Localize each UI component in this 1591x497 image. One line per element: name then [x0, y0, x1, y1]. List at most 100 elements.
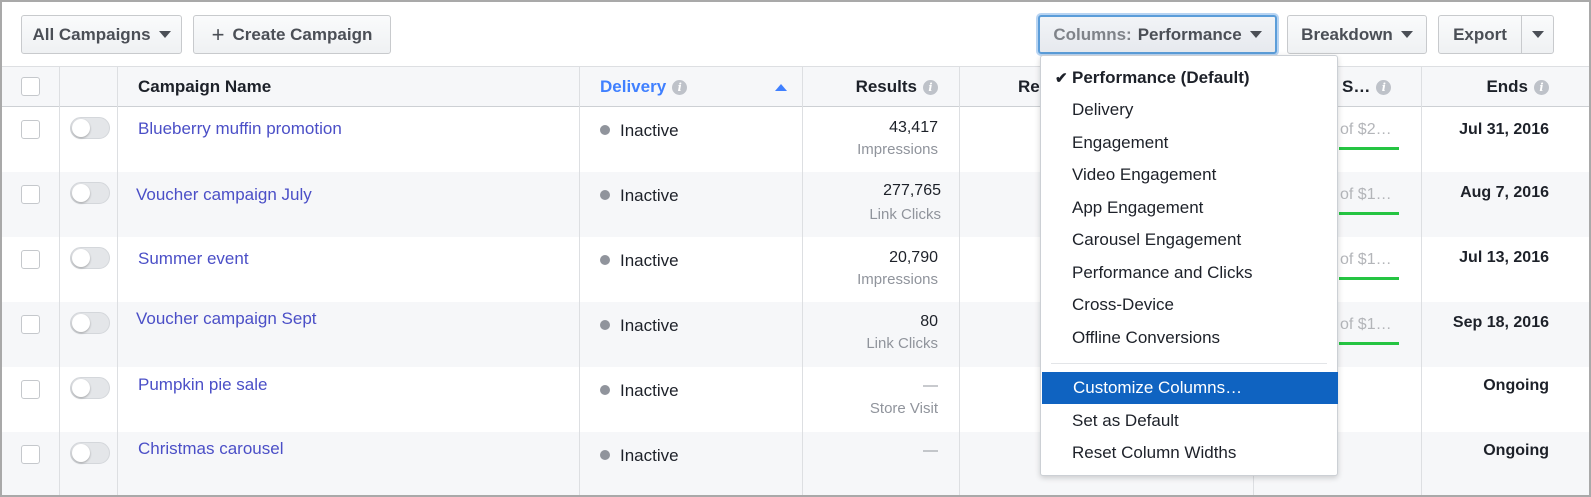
end-date: Jul 31, 2016 [1459, 121, 1549, 138]
row-checkbox[interactable] [21, 185, 40, 204]
delivery-status: Inactive [600, 251, 679, 271]
export-label: Export [1453, 24, 1507, 44]
header-results[interactable]: Results i [812, 67, 938, 107]
menu-item-delivery[interactable]: Delivery [1041, 94, 1337, 126]
menu-item-set-as-default[interactable]: Set as Default [1041, 405, 1337, 437]
table-row[interactable]: Blueberry muffin promotion Inactive 43,4… [2, 107, 1589, 172]
table-row[interactable]: Christmas carousel Inactive — Ongoing [2, 432, 1589, 495]
menu-divider [1051, 363, 1327, 364]
menu-item-label: Video Engagement [1072, 165, 1217, 184]
export-options-button[interactable] [1521, 15, 1554, 54]
campaign-toggle[interactable] [70, 377, 110, 399]
delivery-label: Inactive [620, 381, 679, 400]
menu-item-engagement[interactable]: Engagement [1041, 127, 1337, 159]
campaign-toggle[interactable] [70, 442, 110, 464]
info-icon[interactable]: i [672, 79, 688, 95]
select-all-checkbox[interactable] [21, 77, 40, 96]
campaign-name-link[interactable]: Voucher campaign July [136, 185, 312, 204]
menu-item-label: Performance (Default) [1072, 68, 1250, 87]
amount-spent: of $1… [1340, 186, 1392, 203]
end-date: Jul 13, 2016 [1459, 249, 1549, 266]
campaign-name-link[interactable]: Christmas carousel [138, 439, 284, 458]
menu-item-label: Engagement [1072, 133, 1169, 152]
menu-item-carousel-engagement[interactable]: Carousel Engagement [1041, 224, 1337, 256]
menu-item-label: Reset Column Widths [1072, 443, 1237, 462]
row-checkbox[interactable] [21, 315, 40, 334]
delivery-status: Inactive [600, 446, 679, 466]
header-ends[interactable]: Ends i [1442, 67, 1549, 107]
menu-item-video-engagement[interactable]: Video Engagement [1041, 159, 1337, 191]
header-amount-spent[interactable]: S… i [1342, 67, 1402, 107]
header-campaign-name-label: Campaign Name [138, 77, 272, 96]
header-reach[interactable]: Re [1018, 67, 1048, 107]
status-dot-icon [600, 319, 610, 330]
toolbar: All Campaigns + Create Campaign Columns:… [2, 2, 1589, 66]
header-campaign-name[interactable]: Campaign Name [138, 67, 558, 107]
campaign-name-link[interactable]: Blueberry muffin promotion [138, 119, 342, 138]
result-type: Store Visit [869, 400, 938, 417]
info-icon[interactable]: i [923, 79, 938, 95]
amount-spent: of $1… [1340, 251, 1392, 268]
column-divider [579, 66, 580, 495]
column-divider [959, 66, 960, 495]
menu-item-label: Delivery [1072, 100, 1134, 119]
all-campaigns-dropdown[interactable]: All Campaigns [21, 15, 182, 54]
campaign-toggle[interactable] [70, 117, 110, 139]
campaign-toggle[interactable] [70, 247, 110, 269]
menu-item-cross-device[interactable]: Cross-Device [1041, 289, 1337, 321]
menu-item-label: Cross-Device [1072, 295, 1175, 314]
campaign-name-link[interactable]: Voucher campaign Sept [136, 309, 317, 328]
menu-item-label: App Engagement [1072, 198, 1204, 217]
table-row[interactable]: Voucher campaign July Inactive 277,765 L… [2, 172, 1589, 237]
breakdown-dropdown[interactable]: Breakdown [1287, 15, 1427, 54]
status-dot-icon [600, 189, 610, 200]
menu-item-performance-default[interactable]: ✔ Performance (Default) [1041, 62, 1337, 94]
header-delivery[interactable]: Delivery i [600, 67, 790, 107]
status-dot-icon [600, 384, 610, 395]
table-row[interactable]: Voucher campaign Sept Inactive 80 Link C… [2, 302, 1589, 367]
info-icon[interactable]: i [1376, 79, 1392, 95]
table-header: Campaign Name Delivery i Results i Re S…… [2, 66, 1589, 107]
table-row[interactable]: Summer event Inactive 20,790 Impressions… [2, 237, 1589, 302]
caret-down-icon [1400, 31, 1413, 38]
campaign-name-link[interactable]: Summer event [138, 249, 249, 268]
row-checkbox[interactable] [21, 445, 40, 464]
table-row[interactable]: Pumpkin pie sale Inactive — Store Visit … [2, 367, 1589, 432]
delivery-status: Inactive [600, 121, 679, 141]
result-type: Impressions [857, 271, 938, 288]
info-icon[interactable]: i [1534, 79, 1549, 95]
column-divider [117, 66, 118, 495]
menu-item-reset-column-widths[interactable]: Reset Column Widths [1041, 437, 1337, 469]
end-date: Ongoing [1483, 377, 1549, 394]
result-value: 277,765 [883, 182, 941, 199]
campaign-name-link[interactable]: Pumpkin pie sale [138, 375, 268, 394]
row-checkbox[interactable] [21, 120, 40, 139]
menu-item-performance-and-clicks[interactable]: Performance and Clicks [1041, 257, 1337, 289]
result-value: — [923, 377, 938, 394]
export-button[interactable]: Export [1438, 15, 1522, 54]
menu-item-customize-columns[interactable]: Customize Columns… [1042, 372, 1338, 404]
campaign-toggle[interactable] [70, 182, 110, 204]
all-campaigns-label: All Campaigns [32, 24, 151, 44]
menu-item-label: Set as Default [1072, 411, 1179, 430]
delivery-status: Inactive [600, 316, 679, 336]
campaign-toggle[interactable] [70, 312, 110, 334]
create-campaign-button[interactable]: + Create Campaign [193, 15, 391, 54]
delivery-label: Inactive [620, 446, 679, 465]
menu-item-offline-conversions[interactable]: Offline Conversions [1041, 322, 1337, 354]
columns-prefix: Columns: [1053, 24, 1132, 44]
status-dot-icon [600, 124, 610, 135]
delivery-label: Inactive [620, 121, 679, 140]
caret-down-icon [158, 31, 171, 38]
column-divider [1421, 66, 1422, 495]
delivery-label: Inactive [620, 251, 679, 270]
row-checkbox[interactable] [21, 380, 40, 399]
result-type: Link Clicks [866, 335, 938, 352]
column-divider [802, 66, 803, 495]
caret-down-icon [1531, 31, 1544, 38]
row-checkbox[interactable] [21, 250, 40, 269]
columns-dropdown[interactable]: Columns: Performance [1038, 15, 1277, 54]
menu-item-app-engagement[interactable]: App Engagement [1041, 192, 1337, 224]
menu-item-label: Performance and Clicks [1072, 263, 1253, 282]
